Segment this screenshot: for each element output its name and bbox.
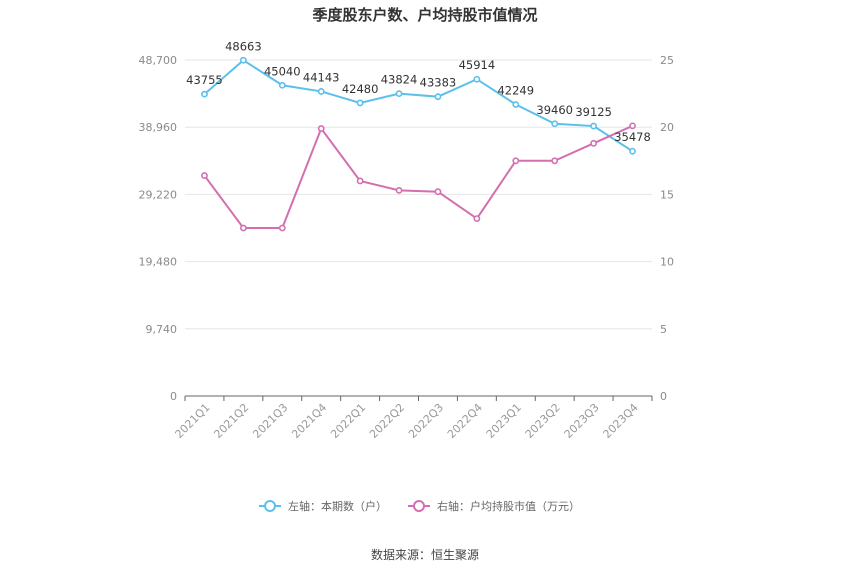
- data-label: 35478: [614, 130, 651, 144]
- left-tick-label: 38,960: [139, 121, 178, 134]
- right-tick-label: 20: [660, 121, 674, 134]
- series-line-1: [203, 59, 634, 153]
- left-axis-ticks: 0 9,740 19,480 29,220 38,960 48,700: [139, 54, 178, 403]
- right-tick-label: 0: [660, 390, 667, 403]
- data-point[interactable]: [590, 122, 598, 130]
- data-point[interactable]: [278, 224, 286, 232]
- data-point[interactable]: [278, 81, 286, 89]
- right-axis-ticks: 0 5 10 15 20 25: [660, 54, 674, 403]
- x-tick-label: 2021Q1: [173, 401, 213, 441]
- series-layer: [201, 56, 636, 232]
- right-tick-label: 5: [660, 323, 667, 336]
- data-label: 43755: [186, 73, 223, 87]
- data-point[interactable]: [629, 122, 636, 130]
- x-axis-ticks: 2021Q12021Q22021Q32021Q42022Q12022Q22022…: [173, 396, 653, 441]
- legend-item-series-2[interactable]: 右轴：户均持股市值（万元）: [408, 499, 580, 513]
- data-label: 48663: [225, 39, 262, 53]
- data-label: 39125: [575, 105, 612, 119]
- data-point[interactable]: [434, 188, 442, 196]
- data-point[interactable]: [473, 75, 481, 83]
- data-label: 44143: [303, 70, 340, 84]
- data-point[interactable]: [317, 88, 325, 95]
- series-line-2: [203, 124, 633, 229]
- data-point[interactable]: [201, 90, 208, 98]
- data-point[interactable]: [395, 186, 403, 194]
- data-point[interactable]: [356, 177, 364, 185]
- data-point[interactable]: [317, 125, 325, 132]
- left-tick-label: 9,740: [146, 323, 178, 336]
- data-label: 42480: [342, 82, 379, 96]
- data-label: 43824: [381, 73, 418, 87]
- data-point[interactable]: [512, 101, 520, 108]
- data-label: 39460: [536, 103, 573, 117]
- x-tick-label: 2022Q4: [445, 401, 485, 441]
- chart-title: 季度股东户数、户均持股市值情况: [312, 6, 537, 24]
- data-label: 43383: [420, 76, 457, 90]
- data-point[interactable]: [629, 147, 636, 155]
- data-label: 42249: [497, 84, 534, 98]
- data-point[interactable]: [551, 157, 559, 165]
- data-point[interactable]: [434, 93, 442, 101]
- legend-label-series-1: 左轴：本期数（户）: [288, 499, 387, 513]
- left-tick-label: 0: [170, 390, 177, 403]
- x-tick-label: 2022Q3: [406, 401, 446, 441]
- legend-item-series-1[interactable]: 左轴：本期数（户）: [259, 499, 387, 513]
- left-tick-label: 19,480: [139, 256, 178, 269]
- x-tick-label: 2023Q1: [484, 401, 524, 441]
- right-tick-label: 10: [660, 256, 674, 269]
- data-point[interactable]: [239, 56, 247, 64]
- legend-label-series-2: 右轴：户均持股市值（万元）: [437, 499, 580, 513]
- x-tick-label: 2021Q2: [211, 401, 251, 441]
- x-tick-label: 2022Q1: [328, 401, 368, 441]
- data-source: 数据来源：恒生聚源: [371, 547, 479, 562]
- x-tick-label: 2021Q3: [250, 401, 290, 441]
- data-label: 45914: [459, 58, 496, 72]
- right-tick-label: 25: [660, 54, 674, 67]
- data-point[interactable]: [356, 99, 364, 107]
- right-tick-label: 15: [660, 188, 674, 201]
- data-point[interactable]: [590, 139, 598, 147]
- data-point[interactable]: [551, 120, 559, 128]
- x-tick-label: 2023Q3: [562, 401, 602, 441]
- x-tick-label: 2021Q4: [289, 401, 329, 441]
- data-label: 45040: [264, 64, 301, 78]
- data-point[interactable]: [239, 224, 247, 232]
- data-point[interactable]: [512, 157, 520, 165]
- data-point[interactable]: [473, 215, 481, 222]
- data-point[interactable]: [201, 172, 208, 179]
- x-tick-label: 2023Q2: [523, 401, 563, 441]
- left-tick-label: 29,220: [139, 188, 178, 201]
- data-point[interactable]: [395, 90, 403, 98]
- left-tick-label: 48,700: [139, 54, 178, 67]
- x-tick-label: 2023Q4: [601, 401, 641, 441]
- legend: 左轴：本期数（户） 右轴：户均持股市值（万元）: [259, 499, 580, 513]
- x-tick-label: 2022Q2: [367, 401, 407, 441]
